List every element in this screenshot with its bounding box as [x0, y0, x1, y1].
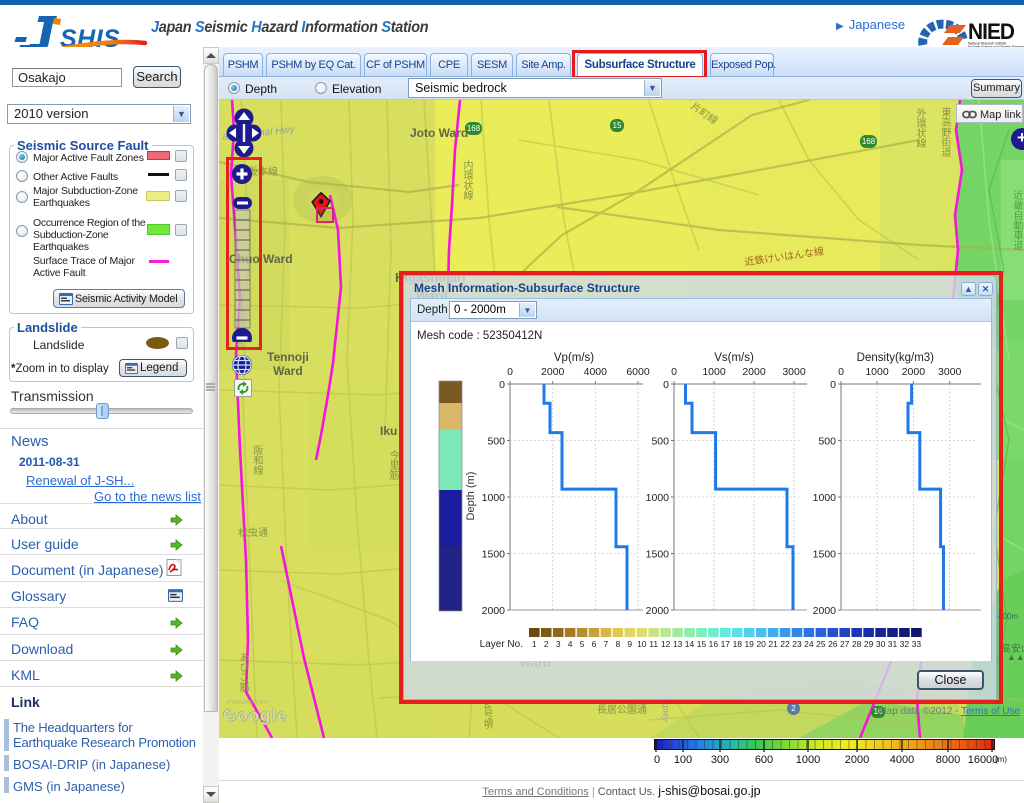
svg-text:23: 23 [792, 639, 802, 649]
svg-text:Mesh code : 52350412N: Mesh code : 52350412N [417, 330, 542, 342]
svg-text:500: 500 [818, 436, 836, 448]
svg-text:1000: 1000 [796, 754, 820, 766]
svg-text:17: 17 [721, 639, 731, 649]
svg-text:19: 19 [744, 639, 754, 649]
svg-text:4000: 4000 [890, 754, 914, 766]
svg-text:1500: 1500 [482, 549, 506, 561]
svg-text:1500: 1500 [813, 549, 837, 561]
svg-text:31: 31 [888, 639, 898, 649]
svg-text:22: 22 [780, 639, 790, 649]
svg-text:2000: 2000 [845, 754, 869, 766]
svg-text:2000: 2000 [813, 605, 837, 617]
svg-text:16: 16 [709, 639, 719, 649]
svg-text:500: 500 [487, 436, 505, 448]
svg-text:1000: 1000 [813, 492, 837, 504]
svg-text:National Research Institute: National Research Institute [968, 42, 1006, 46]
svg-text:26: 26 [828, 639, 838, 649]
svg-text:4000: 4000 [584, 366, 608, 378]
svg-text:NIED: NIED [968, 19, 1014, 44]
svg-text:24: 24 [804, 639, 814, 649]
svg-text:4: 4 [568, 639, 573, 649]
svg-text:20: 20 [756, 639, 766, 649]
svg-text:0: 0 [830, 379, 836, 391]
svg-text:3: 3 [556, 639, 561, 649]
svg-text:6000: 6000 [626, 366, 650, 378]
svg-text:Density(kg/m3): Density(kg/m3) [857, 352, 934, 364]
svg-text:1000: 1000 [865, 366, 889, 378]
svg-text:32: 32 [900, 639, 910, 649]
svg-text:15: 15 [697, 639, 707, 649]
svg-text:25: 25 [816, 639, 826, 649]
svg-text:14: 14 [685, 639, 695, 649]
svg-text:28: 28 [852, 639, 862, 649]
svg-text:500: 500 [651, 436, 669, 448]
svg-text:9: 9 [627, 639, 632, 649]
svg-text:Depth (m): Depth (m) [465, 472, 477, 521]
svg-text:600: 600 [755, 754, 773, 766]
svg-text:3000: 3000 [938, 366, 962, 378]
svg-text:2000: 2000 [646, 605, 670, 617]
svg-text:0: 0 [507, 366, 513, 378]
svg-text:300: 300 [711, 754, 729, 766]
svg-text:0: 0 [663, 379, 669, 391]
svg-text:8000: 8000 [936, 754, 960, 766]
svg-text:Vp(m/s): Vp(m/s) [554, 352, 594, 364]
svg-text:8: 8 [616, 639, 621, 649]
svg-text:2000: 2000 [482, 605, 506, 617]
svg-text:0: 0 [499, 379, 505, 391]
svg-text:16000: 16000 [968, 754, 999, 766]
svg-text:2000: 2000 [902, 366, 926, 378]
svg-text:Vs(m/s): Vs(m/s) [714, 352, 754, 364]
svg-text:18: 18 [733, 639, 743, 649]
svg-text:3000: 3000 [782, 366, 806, 378]
svg-text:29: 29 [864, 639, 874, 649]
svg-text:1000: 1000 [482, 492, 506, 504]
svg-text:0: 0 [671, 366, 677, 378]
svg-text:27: 27 [840, 639, 850, 649]
svg-text:7: 7 [604, 639, 609, 649]
svg-text:5: 5 [580, 639, 585, 649]
svg-text:30: 30 [876, 639, 886, 649]
svg-text:1000: 1000 [646, 492, 670, 504]
svg-text:100: 100 [674, 754, 692, 766]
svg-text:11: 11 [649, 639, 658, 649]
svg-text:10: 10 [637, 639, 647, 649]
svg-text:(m): (m) [995, 755, 1007, 764]
svg-text:12: 12 [661, 639, 671, 649]
svg-text:0: 0 [838, 366, 844, 378]
svg-text:33: 33 [912, 639, 922, 649]
svg-text:0: 0 [654, 754, 660, 766]
svg-text:2000: 2000 [742, 366, 766, 378]
svg-text:2: 2 [544, 639, 549, 649]
svg-text:1000: 1000 [702, 366, 726, 378]
svg-text:for Earth Science and Disaster: for Earth Science and Disaster Preventio… [968, 45, 1024, 48]
svg-text:2000: 2000 [541, 366, 565, 378]
svg-text:6: 6 [592, 639, 597, 649]
svg-text:1: 1 [532, 639, 537, 649]
svg-text:21: 21 [768, 639, 778, 649]
svg-text:1500: 1500 [646, 549, 670, 561]
svg-text:Layer No.: Layer No. [480, 639, 523, 650]
svg-text:13: 13 [673, 639, 683, 649]
